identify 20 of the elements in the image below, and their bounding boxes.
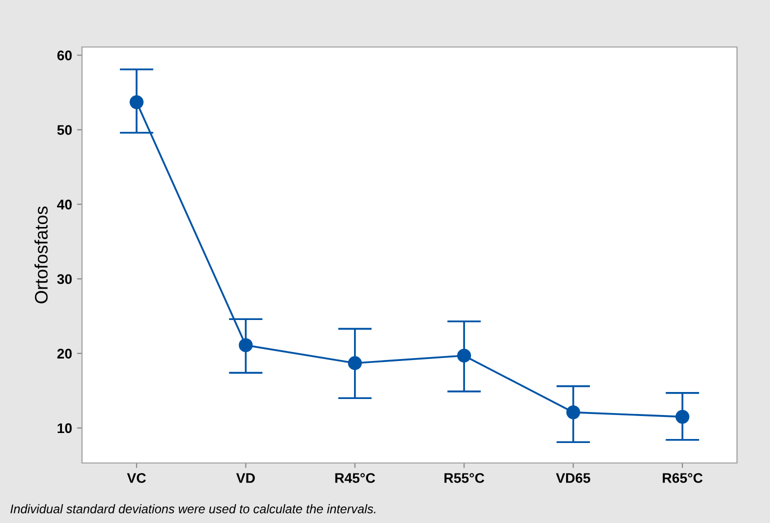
x-tick-label: R45°C xyxy=(335,473,376,483)
text: Individual standard deviations were used to calculate the intervals. xyxy=(10,504,376,514)
y-tick-label: 60 xyxy=(57,50,72,60)
x-tick-label: R55°C xyxy=(444,473,484,483)
point xyxy=(130,95,144,110)
x-tick-label: R65°C xyxy=(662,473,703,483)
x-tick-label: VC xyxy=(127,473,146,483)
point xyxy=(457,348,472,363)
x-tick-label: VD xyxy=(236,473,255,483)
point xyxy=(238,338,253,352)
point xyxy=(675,410,690,424)
y-tick-label: 40 xyxy=(57,200,72,210)
y-tick-label: 50 xyxy=(57,125,72,135)
y-tick-label: 30 xyxy=(57,274,72,284)
y-tick-label: 10 xyxy=(58,423,72,434)
x-tick-label: VD65 xyxy=(556,473,590,483)
point xyxy=(348,356,362,370)
point xyxy=(566,405,580,420)
y-axis-title: Ortofosfatos xyxy=(34,206,48,304)
y-tick-label: 20 xyxy=(57,348,72,359)
